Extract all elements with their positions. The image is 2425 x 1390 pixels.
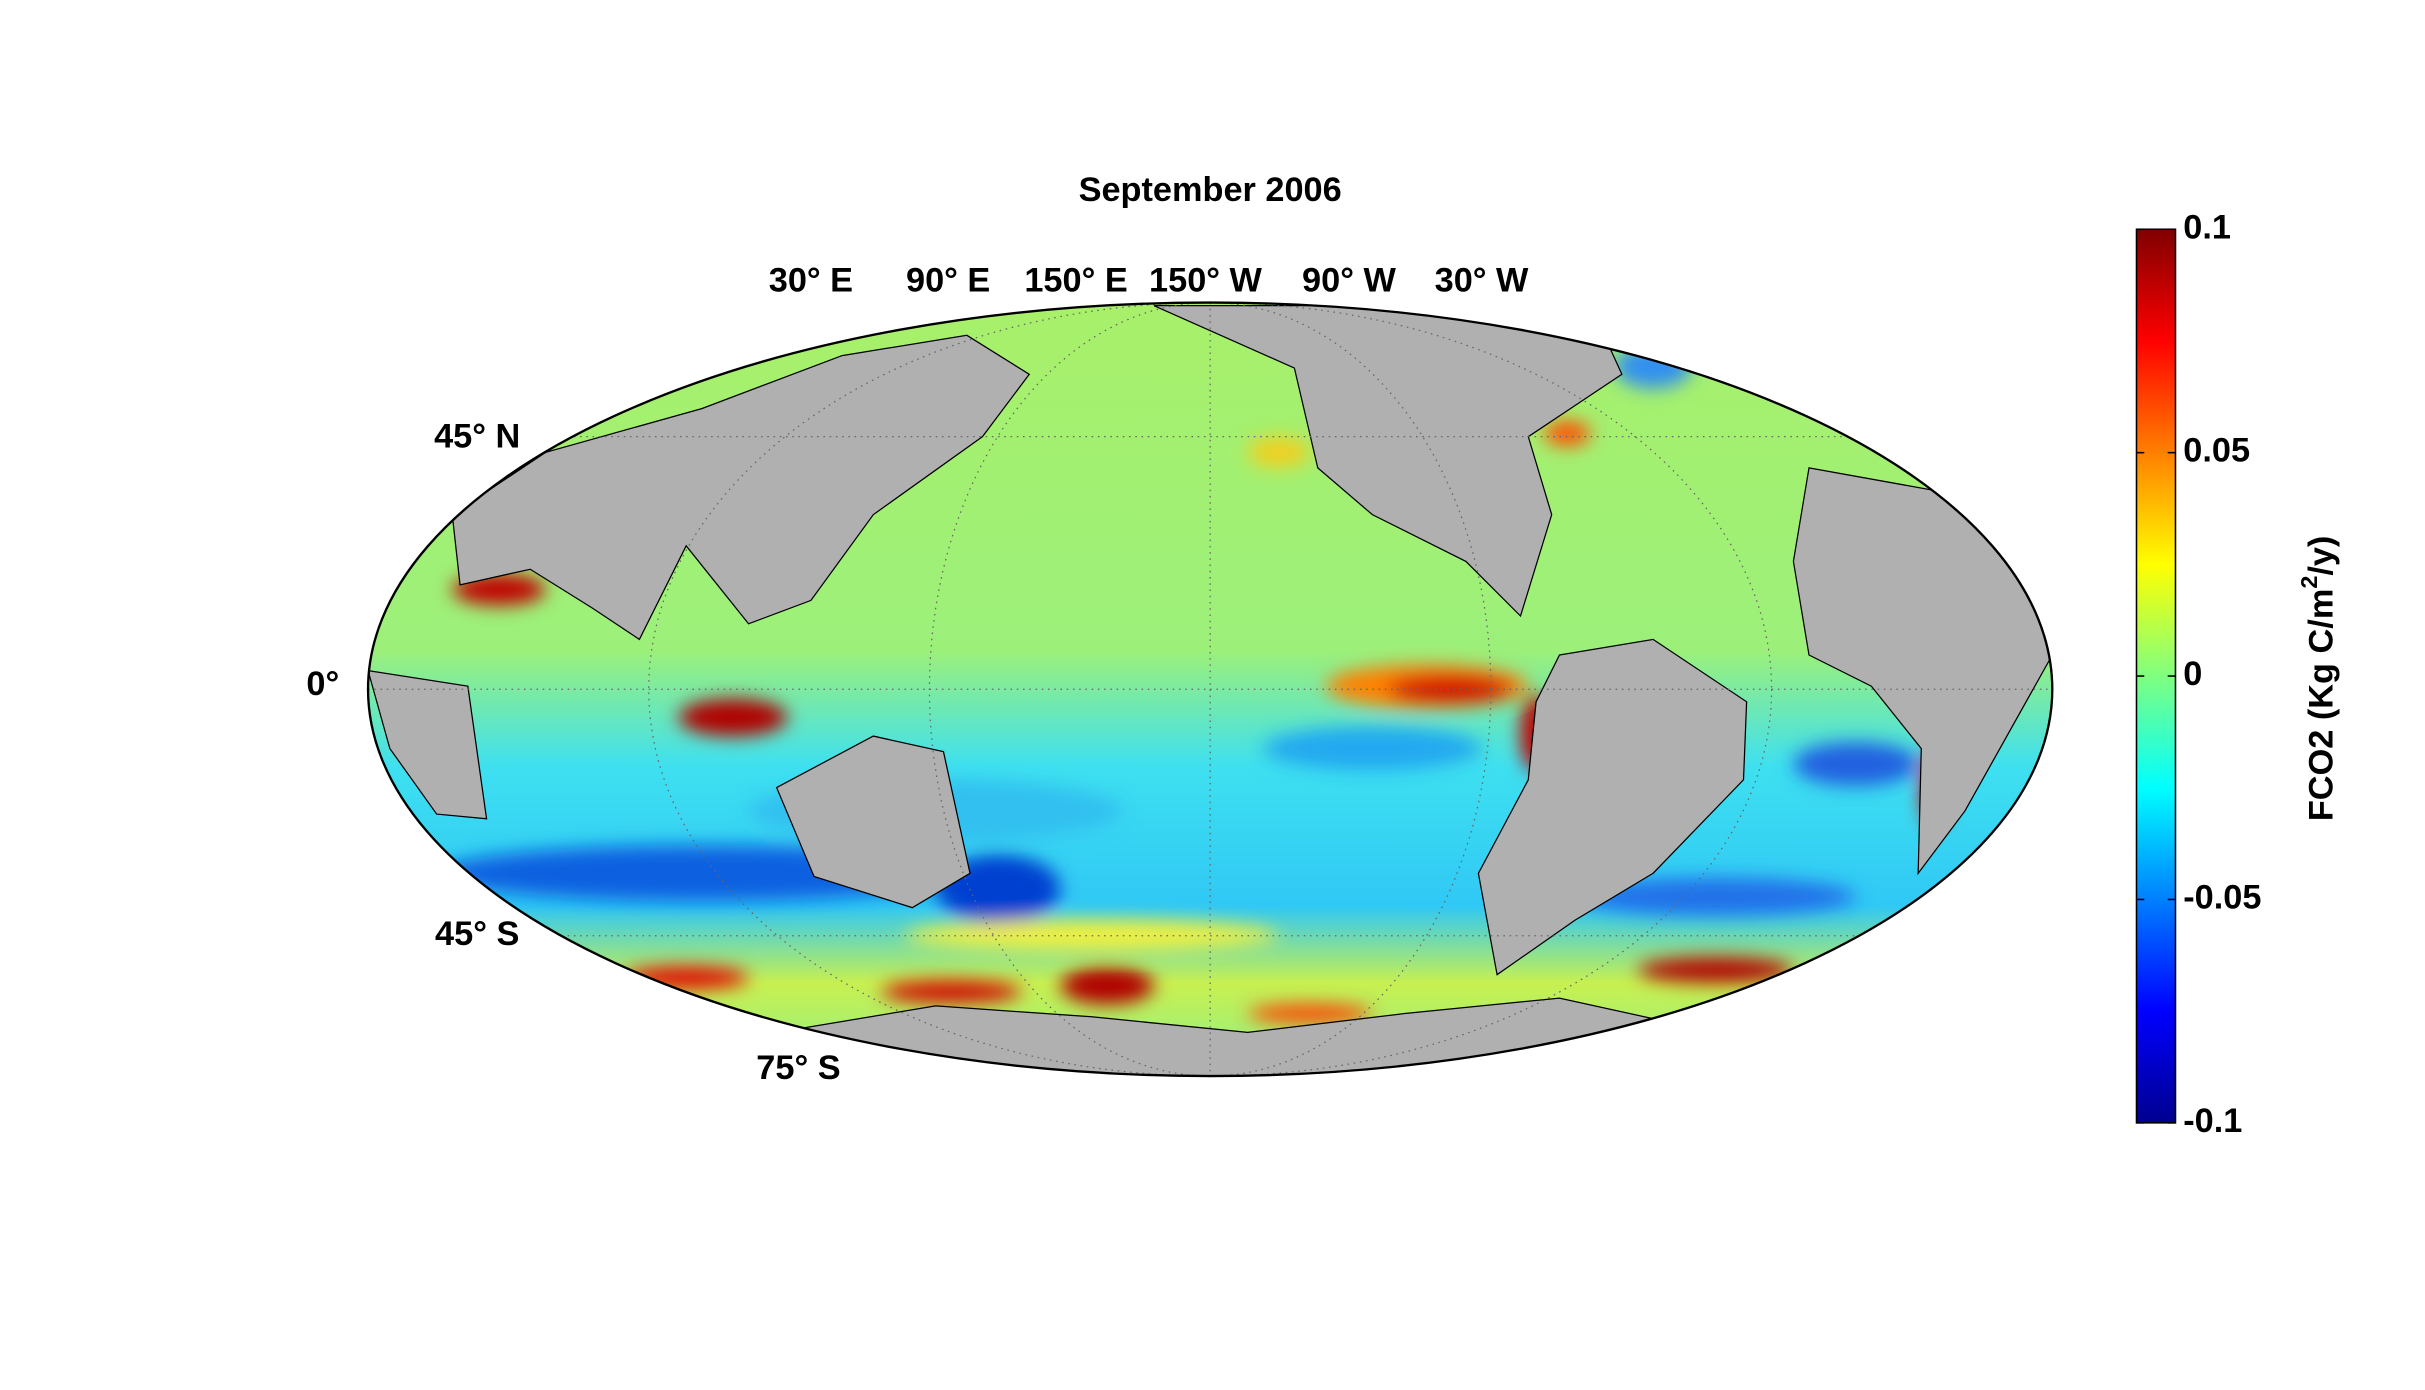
latitude-label: 45° N: [434, 417, 520, 455]
map-frame: [366, 301, 2054, 1078]
longitude-label: 30° W: [1435, 261, 1529, 299]
land: [368, 305, 2053, 1077]
colorbar-tick-label: 0.1: [2183, 208, 2231, 246]
graticule: [368, 302, 2053, 1077]
latitude-label: 45° S: [435, 915, 519, 953]
colorbar-tick-label: 0.05: [2183, 432, 2250, 470]
colorbar-label: FCO2 (Kg C/m2/y): [2296, 536, 2340, 822]
colorbar-tick-label: 0: [2183, 655, 2202, 693]
map: [368, 302, 2053, 1077]
colorbar-label-text: FCO2 (Kg C/m: [2303, 589, 2341, 821]
colorbar-tick-label: -0.1: [2183, 1102, 2242, 1140]
longitude-label: 150° W: [1149, 261, 1262, 299]
latitude-label: 75° S: [756, 1049, 840, 1087]
longitude-label: 150° E: [1024, 261, 1127, 299]
colorbar-label-superscript: 2: [2296, 576, 2322, 589]
colorbar-label-end: /y): [2303, 536, 2341, 576]
colorbar-tick-label: -0.05: [2183, 879, 2261, 917]
longitude-label: 90° E: [906, 261, 990, 299]
longitude-label: 90° W: [1302, 261, 1396, 299]
latitude-label: 0°: [306, 665, 339, 703]
map-title: September 2006: [1079, 171, 1342, 209]
longitude-label: 30° E: [769, 261, 853, 299]
